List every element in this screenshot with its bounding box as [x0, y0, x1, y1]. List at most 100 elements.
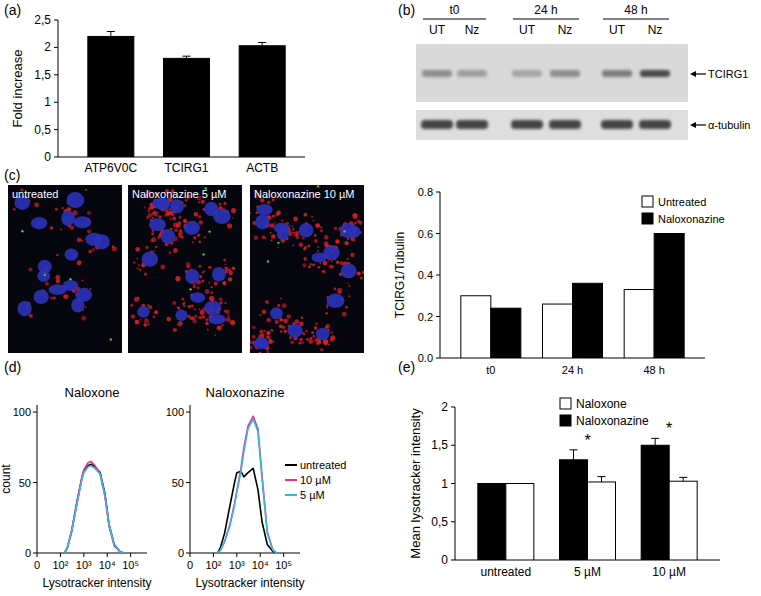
lysosome	[112, 245, 115, 248]
nucleus	[33, 290, 48, 304]
lysosome	[336, 260, 339, 263]
lysosome	[204, 236, 206, 238]
lysosome	[175, 276, 180, 281]
lysosome	[154, 310, 158, 314]
lysosome	[81, 279, 83, 281]
legend-line	[285, 479, 297, 481]
marks	[478, 438, 697, 560]
lysosome	[194, 212, 199, 217]
lysosome	[252, 326, 255, 329]
micrograph-content	[13, 188, 117, 340]
lysosome	[292, 225, 294, 227]
x-tick-label: 10⁵	[122, 559, 139, 571]
lysosome	[309, 263, 312, 266]
nucleus	[184, 221, 200, 235]
blot-band	[601, 120, 633, 129]
error-bar	[488, 483, 496, 484]
marks	[218, 416, 277, 553]
lysosome	[327, 307, 329, 309]
nucleus	[185, 269, 199, 284]
y-tick	[436, 316, 440, 317]
lysosome	[307, 244, 310, 247]
lysosome	[158, 215, 161, 218]
lysosome	[328, 265, 332, 269]
nucleus	[316, 328, 330, 340]
lysosome	[314, 234, 317, 237]
y-axis	[37, 405, 38, 553]
y-tick-label: 100	[13, 406, 31, 418]
x-tick-label: ACTB	[246, 161, 278, 175]
lysosome	[312, 335, 315, 338]
lysosome	[276, 210, 281, 215]
lysosome	[270, 232, 272, 234]
lysosome	[200, 310, 205, 315]
lysosome	[282, 303, 287, 308]
lysosome	[45, 282, 49, 286]
y-tick-label: 50	[172, 477, 184, 489]
lysosome	[178, 307, 181, 310]
lysosome	[179, 321, 182, 324]
lysosome	[194, 308, 196, 310]
lysosome	[187, 265, 190, 268]
lysosome	[266, 335, 269, 338]
lysosome	[225, 263, 227, 265]
lysosome	[204, 270, 206, 272]
lysosome	[362, 271, 364, 275]
lysosome	[292, 228, 294, 230]
nucleus	[299, 223, 314, 237]
lysosome	[357, 219, 361, 223]
y-tick	[436, 192, 440, 193]
y-tick	[451, 521, 455, 522]
lysosome	[289, 225, 291, 227]
nucleus	[142, 251, 159, 266]
lysosome	[87, 229, 91, 233]
lysosome	[326, 324, 330, 328]
lysosome	[208, 282, 210, 284]
bar-chart: 00,511,52Mean lysotracker intensityuntre…	[408, 397, 720, 579]
lysosome	[340, 261, 344, 265]
lysosome	[176, 224, 180, 228]
micrograph-label: Naloxonazine 10 µM	[254, 188, 355, 200]
lysosome	[320, 348, 323, 351]
error-line	[655, 438, 656, 445]
lysosome	[190, 316, 194, 320]
lysosome	[250, 212, 251, 214]
lysosome	[192, 241, 194, 243]
blot-band	[549, 120, 581, 129]
blot-band	[640, 70, 670, 77]
blot-band	[421, 120, 453, 129]
lysosome	[61, 207, 63, 209]
y-tick	[186, 482, 190, 483]
lysosome	[317, 250, 319, 252]
lysosome	[64, 294, 69, 299]
y-tick	[186, 553, 190, 554]
error-cap	[679, 477, 687, 478]
timepoint-label: 24 h	[534, 3, 557, 17]
lysosome	[302, 263, 306, 267]
lysosome	[320, 229, 323, 232]
lysosome	[309, 337, 312, 340]
green-spot	[110, 338, 112, 340]
lysosome	[89, 288, 91, 290]
error-bar	[570, 450, 578, 460]
lysosome	[298, 342, 301, 345]
y-tick-label: 0	[44, 150, 51, 164]
x-tick-label: 24 h	[562, 364, 583, 376]
lysosome	[262, 235, 266, 239]
lysosome	[136, 267, 138, 269]
lysosome	[137, 297, 139, 299]
lysosome	[267, 351, 269, 353]
lysosome	[84, 306, 86, 308]
lysosome	[267, 331, 269, 333]
y-tick-label: 0	[25, 547, 31, 559]
lysosome	[143, 323, 147, 327]
bar	[543, 304, 573, 358]
lysosome	[168, 251, 171, 254]
lysosome	[144, 324, 147, 327]
y-tick	[451, 445, 455, 446]
lysosome	[193, 236, 196, 239]
lysosome	[201, 279, 204, 282]
lysosome	[172, 217, 176, 221]
y-tick	[451, 483, 455, 484]
lysosome	[134, 297, 139, 302]
